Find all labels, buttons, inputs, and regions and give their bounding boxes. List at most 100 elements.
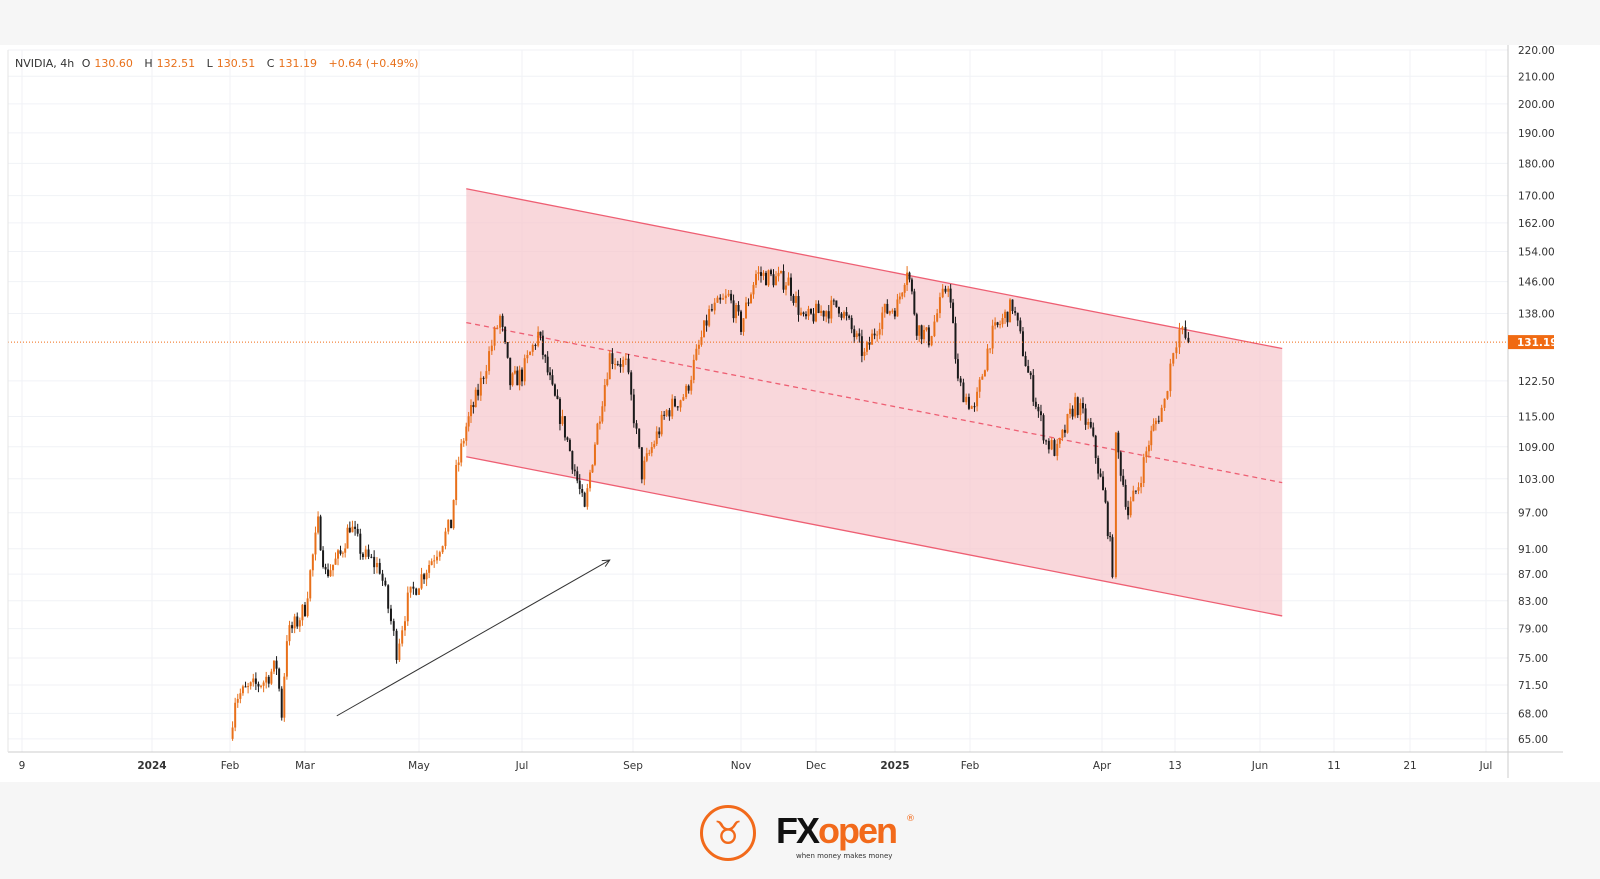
- candle-body: [1061, 429, 1064, 439]
- candle-body: [1014, 311, 1017, 313]
- candle-body: [430, 561, 433, 565]
- candle-body: [467, 416, 470, 427]
- candle-body: [878, 329, 881, 335]
- price-chart[interactable]: 220.00 210.00 200.00 190.00 180.00 170.00 162.…: [0, 45, 1600, 782]
- candle-body: [332, 564, 335, 571]
- candle-body: [976, 391, 979, 407]
- candle-body: [858, 333, 861, 337]
- candle-body: [1166, 391, 1169, 399]
- candle-body: [291, 625, 294, 629]
- candle-body: [249, 682, 252, 687]
- candle-body: [322, 550, 325, 568]
- candle-body: [1032, 375, 1035, 402]
- candle-body: [283, 676, 286, 718]
- candle-body: [1071, 408, 1074, 417]
- candle-body: [896, 299, 899, 317]
- candle-body: [549, 372, 552, 376]
- candle-body: [941, 288, 944, 298]
- candle-body: [825, 311, 828, 317]
- candle-body: [871, 333, 874, 345]
- candle-body: [479, 377, 482, 396]
- candle-body: [329, 570, 332, 577]
- candle-body: [918, 325, 921, 336]
- candle-body: [241, 686, 244, 694]
- symbol-label: NVIDIA, 4h: [15, 57, 75, 70]
- candle-body: [551, 375, 554, 385]
- candle-body: [695, 348, 698, 360]
- candle-body: [1097, 458, 1100, 474]
- candle-body: [334, 558, 337, 565]
- candle-body: [257, 683, 260, 687]
- channel-middle-line: [466, 321, 1283, 484]
- candle-body: [868, 341, 871, 345]
- candle-body: [865, 341, 868, 352]
- candle-body: [616, 363, 619, 365]
- candle-body: [1119, 452, 1122, 476]
- candle-body: [1011, 299, 1014, 312]
- candle-body: [573, 469, 576, 472]
- candle-body: [1140, 483, 1143, 488]
- candle-body: [732, 300, 735, 319]
- candle-body: [270, 671, 273, 684]
- candle-body: [324, 567, 327, 570]
- candle-body: [1114, 432, 1117, 577]
- y-tick-label: 68.00: [1518, 708, 1548, 720]
- candle-body: [1145, 451, 1148, 458]
- candle-body: [810, 308, 812, 314]
- open-value: 130.60: [94, 57, 133, 70]
- candle-body: [782, 270, 785, 290]
- candle-body: [296, 616, 299, 627]
- x-tick-label: Mar: [295, 760, 315, 772]
- candle-body: [1102, 476, 1105, 491]
- candle-body: [395, 630, 398, 660]
- candle-body: [1074, 397, 1077, 417]
- trend-arrow-line: [336, 559, 610, 717]
- candle-body: [933, 321, 936, 337]
- candle-body: [624, 358, 627, 360]
- candle-body: [742, 318, 745, 332]
- candle-body: [474, 389, 477, 408]
- candle-body: [722, 298, 725, 300]
- candle-body: [301, 604, 304, 621]
- high-label: H: [144, 57, 153, 70]
- candle-body: [608, 353, 611, 380]
- candle-body: [1081, 403, 1084, 409]
- candle-body: [1147, 445, 1150, 452]
- candle-body: [1034, 401, 1037, 407]
- candle-body: [906, 272, 909, 285]
- candle-body: [848, 315, 851, 318]
- candle-body: [485, 371, 488, 379]
- candle-body: [370, 556, 373, 558]
- candle-body: [925, 327, 928, 330]
- candle-body: [938, 297, 941, 314]
- last-price-label: 131.19: [1517, 337, 1558, 349]
- y-tick-label: 122.50: [1518, 376, 1555, 388]
- candle-body: [518, 369, 521, 386]
- y-tick-label: 79.00: [1518, 624, 1548, 636]
- candle-body: [876, 334, 879, 336]
- candle-body: [981, 376, 984, 380]
- candle-body: [710, 309, 713, 311]
- candle-body: [655, 431, 658, 444]
- candle-body: [927, 327, 930, 346]
- candle-body: [234, 702, 237, 728]
- candle-body: [630, 372, 633, 395]
- y-tick-label: 220.00: [1518, 45, 1555, 57]
- candle-body: [398, 643, 401, 660]
- candle-body: [843, 312, 846, 318]
- y-tick-label: 91.00: [1518, 544, 1548, 556]
- candle-body: [1187, 337, 1190, 343]
- candle-body: [888, 311, 891, 314]
- candle-body: [278, 668, 281, 689]
- candle-body: [387, 585, 390, 609]
- candle-body: [719, 297, 722, 300]
- candle-body: [999, 324, 1002, 326]
- candle-body: [470, 405, 473, 417]
- y-tick-label: 180.00: [1518, 158, 1555, 170]
- candle-body: [450, 519, 453, 529]
- candle-body: [247, 686, 250, 688]
- logo-tagline: when money makes money: [796, 852, 893, 860]
- chart-area[interactable]: 220.00 210.00 200.00 190.00 180.00 170.00 162.…: [0, 45, 1600, 782]
- candle-body: [708, 309, 711, 326]
- candle-body: [676, 406, 679, 408]
